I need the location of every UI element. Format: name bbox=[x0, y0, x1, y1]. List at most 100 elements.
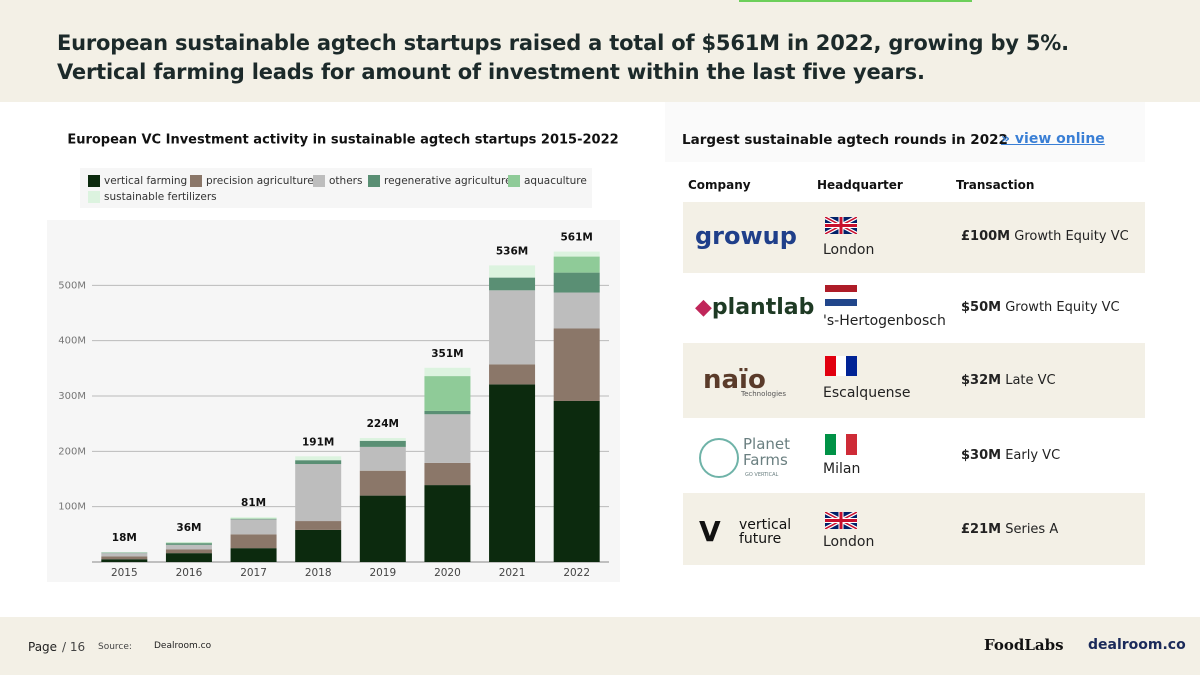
headquarter: Milan bbox=[823, 461, 861, 477]
round: Growth Equity VC bbox=[1005, 300, 1120, 315]
transaction: $50M Growth Equity VC bbox=[961, 300, 1120, 315]
flag-fr bbox=[825, 356, 857, 376]
bar-segment bbox=[230, 548, 277, 562]
x-tick-label: 2018 bbox=[305, 567, 332, 579]
logo-sub: Technologies bbox=[741, 390, 786, 398]
x-tick-label: 2016 bbox=[176, 567, 203, 579]
bar-segment bbox=[295, 464, 342, 522]
bar-segment bbox=[489, 384, 536, 562]
y-tick-label: 100M bbox=[58, 502, 86, 513]
round: Late VC bbox=[1005, 373, 1056, 388]
legend-box bbox=[80, 168, 592, 208]
x-tick-label: 2021 bbox=[499, 567, 526, 579]
bar-segment bbox=[359, 440, 406, 447]
amount: £100M bbox=[961, 229, 1011, 244]
amount: $50M bbox=[961, 300, 1002, 315]
bar-segment bbox=[553, 292, 600, 329]
bar-segment bbox=[101, 553, 148, 557]
bar-segment bbox=[553, 256, 600, 273]
x-tick-label: 2019 bbox=[369, 567, 396, 579]
legend-swatch bbox=[88, 191, 100, 203]
company-logo: naïo bbox=[703, 365, 766, 395]
bar-segment bbox=[553, 400, 600, 562]
total-label: 561M bbox=[561, 232, 593, 244]
legend-swatch bbox=[88, 175, 100, 187]
transaction: £100M Growth Equity VC bbox=[961, 229, 1129, 244]
round: Early VC bbox=[1005, 448, 1061, 463]
page-label: Page bbox=[28, 640, 58, 654]
bar-segment bbox=[489, 364, 536, 385]
table-row: growup London £100M Growth Equity VC bbox=[683, 202, 1145, 273]
amount: £21M bbox=[961, 522, 1002, 537]
x-tick-label: 2020 bbox=[434, 567, 461, 579]
bar-segment bbox=[230, 518, 277, 519]
dealroom-logo: dealroom.co bbox=[1088, 637, 1186, 653]
round: Series A bbox=[1005, 522, 1059, 537]
table-title: Largest sustainable agtech rounds in 202… bbox=[682, 132, 1008, 148]
legend-label: regenerative agriculture bbox=[384, 175, 512, 187]
bar-segment bbox=[424, 485, 471, 562]
bar-segment bbox=[553, 328, 600, 401]
headquarter: London bbox=[823, 242, 875, 258]
transaction: $30M Early VC bbox=[961, 448, 1060, 463]
legend-label: precision agriculture bbox=[206, 175, 314, 187]
y-tick-label: 400M bbox=[58, 336, 86, 347]
bar-segment bbox=[489, 277, 536, 291]
headquarter: London bbox=[823, 534, 875, 550]
legend-swatch bbox=[368, 175, 380, 187]
bar-segment bbox=[230, 534, 277, 549]
legend-swatch bbox=[508, 175, 520, 187]
bar-segment bbox=[424, 414, 471, 463]
total-label: 224M bbox=[367, 418, 399, 430]
header: European sustainable agtech startups rai… bbox=[0, 0, 1200, 102]
total-label: 536M bbox=[496, 245, 528, 257]
round: Growth Equity VC bbox=[1014, 229, 1129, 244]
company-name: plantlab bbox=[711, 295, 815, 320]
flag-uk bbox=[825, 512, 857, 529]
total-label: 18M bbox=[112, 532, 137, 544]
legend-swatch bbox=[190, 175, 202, 187]
bar-segment bbox=[359, 470, 406, 496]
x-tick-label: 2017 bbox=[240, 567, 267, 579]
bar-segment bbox=[101, 556, 148, 560]
legend-label: others bbox=[329, 175, 362, 187]
bar-segment bbox=[295, 456, 342, 461]
bar-segment bbox=[359, 495, 406, 562]
transaction: £21M Series A bbox=[961, 522, 1058, 537]
source: Dealroom.co bbox=[154, 641, 212, 651]
bar-segment bbox=[359, 438, 406, 441]
company-logo: vertical future bbox=[739, 517, 792, 547]
bar-segment bbox=[165, 542, 212, 543]
bar-segment bbox=[424, 376, 471, 411]
bar-segment bbox=[165, 542, 212, 544]
company-logo: ◆plantlab bbox=[695, 295, 815, 320]
footer: Page / 16 Source: Dealroom.co FoodLabs d… bbox=[0, 617, 1200, 675]
amount: $30M bbox=[961, 448, 1002, 463]
table-title-bg bbox=[665, 102, 1145, 162]
x-tick-label: 2022 bbox=[563, 567, 590, 579]
logo-mark: V bbox=[699, 515, 721, 548]
bar-segment bbox=[553, 272, 600, 293]
page-number: / 16 bbox=[62, 640, 86, 654]
bar-segment bbox=[230, 517, 277, 519]
bar-segment bbox=[295, 460, 342, 465]
transaction: $32M Late VC bbox=[961, 373, 1056, 388]
company-logo: growup bbox=[695, 222, 797, 250]
headquarter: 's-Hertogenbosch bbox=[823, 313, 946, 329]
bar-segment bbox=[101, 552, 148, 553]
total-label: 191M bbox=[302, 436, 334, 448]
view-online-link[interactable]: » view online bbox=[1001, 131, 1105, 147]
title-line: Vertical farming leads for amount of inv… bbox=[57, 60, 925, 84]
company-logo: Planet Farms bbox=[743, 435, 791, 469]
legend-label: sustainable fertilizers bbox=[104, 191, 217, 203]
y-tick-label: 500M bbox=[58, 280, 86, 291]
flag-uk bbox=[825, 217, 857, 234]
column-header: Headquarter bbox=[817, 178, 903, 192]
legend-label: aquaculture bbox=[524, 175, 587, 187]
y-tick-label: 300M bbox=[58, 391, 86, 402]
legend-label: vertical farming bbox=[104, 175, 187, 187]
bar-segment bbox=[295, 529, 342, 562]
column-header: Company bbox=[688, 178, 751, 192]
bar-segment bbox=[230, 518, 277, 520]
